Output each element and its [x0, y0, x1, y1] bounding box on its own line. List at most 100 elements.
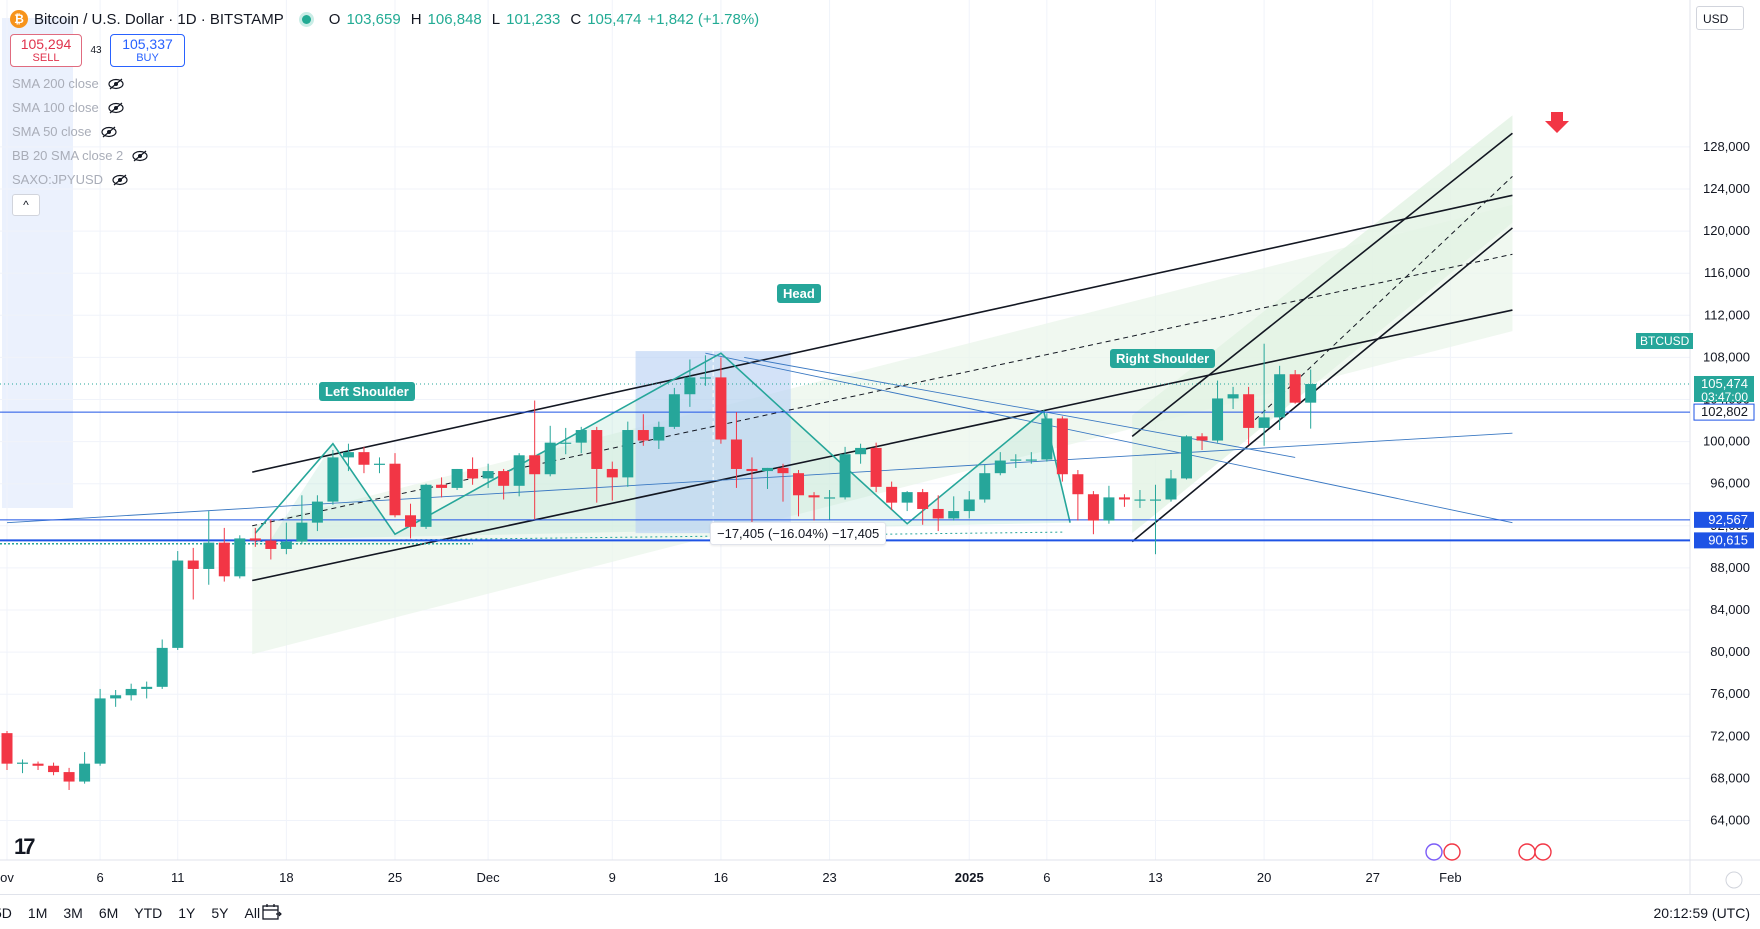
candle-body [1149, 499, 1161, 501]
candle-body [886, 486, 898, 503]
time-tick-label: 16 [714, 870, 728, 885]
falling-trendline [705, 352, 1513, 524]
candle-body [591, 430, 603, 469]
sell-button[interactable]: 105,294 SELL [10, 34, 82, 67]
candle-body [622, 430, 634, 478]
price-tick-label: 96,000 [1710, 476, 1750, 491]
candle-body [156, 647, 168, 687]
eye-hidden-icon[interactable] [111, 174, 129, 186]
falling-trendline-short [744, 356, 1296, 458]
price-level-tag [1693, 403, 1755, 421]
down-arrow-icon [1545, 112, 1569, 133]
price-range-measure[interactable]: −17,405 (−16.04%) −17,405 [710, 522, 887, 545]
candle-body [203, 542, 215, 569]
time-tick-label: 18 [279, 870, 293, 885]
candle-body [296, 522, 308, 542]
candle-body [94, 698, 106, 764]
range-5y[interactable]: 5Y [211, 905, 229, 921]
candle-body [932, 508, 944, 519]
candle-body [1103, 497, 1115, 521]
candle-body [498, 471, 510, 486]
candle-body [824, 497, 836, 499]
indicator-bb20[interactable]: BB 20 SMA close 2 [12, 148, 149, 163]
tradingview-logo[interactable]: 17 [14, 834, 36, 859]
time-tick-label: 20 [1257, 870, 1271, 885]
candle-body [653, 426, 665, 441]
candle-body [1041, 418, 1053, 460]
range-1m[interactable]: 1M [27, 905, 48, 921]
price-tick-label: 80,000 [1710, 644, 1750, 659]
time-tick-label: 27 [1366, 870, 1380, 885]
low-label: L [491, 10, 501, 28]
time-tick-label: ov [0, 870, 14, 885]
time-tick-label: 13 [1148, 870, 1162, 885]
price-tick-label: 116,000 [1704, 265, 1750, 280]
left-shoulder-label[interactable]: Left Shoulder [319, 382, 415, 401]
calendar-goto-icon[interactable] [262, 903, 282, 921]
range-1y[interactable]: 1Y [178, 905, 196, 921]
candle-body [342, 452, 354, 458]
eye-hidden-icon[interactable] [107, 102, 125, 114]
spread-value: 43 [90, 45, 102, 56]
time-tick-label: 23 [822, 870, 836, 885]
range-selector: 5D 1M 3M 6M YTD 1Y 5Y All [0, 905, 260, 921]
candle-body [451, 468, 463, 488]
candle-body [1258, 417, 1270, 428]
candle-body [1056, 418, 1068, 475]
head-label[interactable]: Head [777, 284, 821, 303]
eye-hidden-icon[interactable] [107, 78, 125, 90]
utc-clock[interactable]: 20:12:59 (UTC) [1653, 905, 1750, 921]
rising-channel-upper [1131, 132, 1513, 437]
range-all[interactable]: All [244, 905, 261, 921]
range-ytd[interactable]: YTD [134, 905, 163, 921]
candle-body [141, 686, 153, 689]
auto-scale-icon [1725, 871, 1743, 889]
candle-body [901, 492, 913, 503]
time-tick-label: 6 [1043, 870, 1050, 885]
rising-channel-mid [1248, 176, 1513, 427]
candle-body [715, 377, 727, 440]
candle-body [218, 542, 230, 577]
price-tick-label: 100,000 [1703, 434, 1750, 449]
price-level-value: 92,567 [1708, 512, 1748, 527]
time-tick-label: 25 [388, 870, 402, 885]
indicator-sma200[interactable]: SMA 200 close [12, 76, 125, 91]
lower-trendline [252, 309, 1513, 582]
candle-body [870, 447, 882, 487]
sell-price: 105,294 [20, 36, 72, 52]
eye-hidden-icon[interactable] [100, 126, 118, 138]
price-axis: 64,000 68,000 72,000 76,000 80,000 84,000 88,0… [1693, 139, 1755, 828]
symbol-title[interactable]: Bitcoin / U.S. Dollar · 1D · BITSTAMP [34, 10, 284, 28]
price-tick-label: 112,000 [1704, 307, 1750, 322]
candle-body [855, 447, 867, 455]
right-shoulder-label[interactable]: Right Shoulder [1110, 349, 1216, 368]
candle-body [917, 492, 929, 509]
candle-body [1212, 398, 1224, 441]
price-level-tag [1694, 375, 1754, 402]
candle-body [436, 484, 448, 488]
candle-body [1165, 478, 1177, 500]
price-level-tag [1694, 532, 1754, 549]
price-level-value: 90,615 [1708, 532, 1748, 547]
indicator-jpyusd[interactable]: SAXO:JPYUSD [12, 172, 129, 187]
buy-button[interactable]: 105,337 BUY [110, 34, 185, 67]
highlight-zone-left [2, 18, 73, 508]
range-5d[interactable]: 5D [0, 905, 12, 921]
price-tick-label: 72,000 [1710, 728, 1750, 743]
price-tick-label: 108,000 [1703, 349, 1750, 364]
collapse-indicators-button[interactable]: ^ [12, 194, 40, 216]
time-tick-label: 2025 [955, 870, 984, 885]
indicator-sma100[interactable]: SMA 100 close [12, 100, 125, 115]
candle-body [1243, 394, 1255, 428]
range-3m[interactable]: 3M [63, 905, 83, 921]
candle-body [265, 540, 277, 549]
candle-body [730, 439, 742, 469]
currency-selector[interactable]: USD [1696, 6, 1744, 30]
close-label: C [570, 10, 582, 28]
indicator-sma50[interactable]: SMA 50 close [12, 124, 118, 139]
price-chart[interactable]: 64,000 68,000 72,000 76,000 80,000 84,000 88,0… [0, 0, 1760, 894]
upper-channel-fill [252, 204, 1513, 655]
eye-hidden-icon[interactable] [131, 150, 149, 162]
range-6m[interactable]: 6M [98, 905, 119, 921]
symbol-price-badge: BTCUSD [1636, 333, 1694, 349]
